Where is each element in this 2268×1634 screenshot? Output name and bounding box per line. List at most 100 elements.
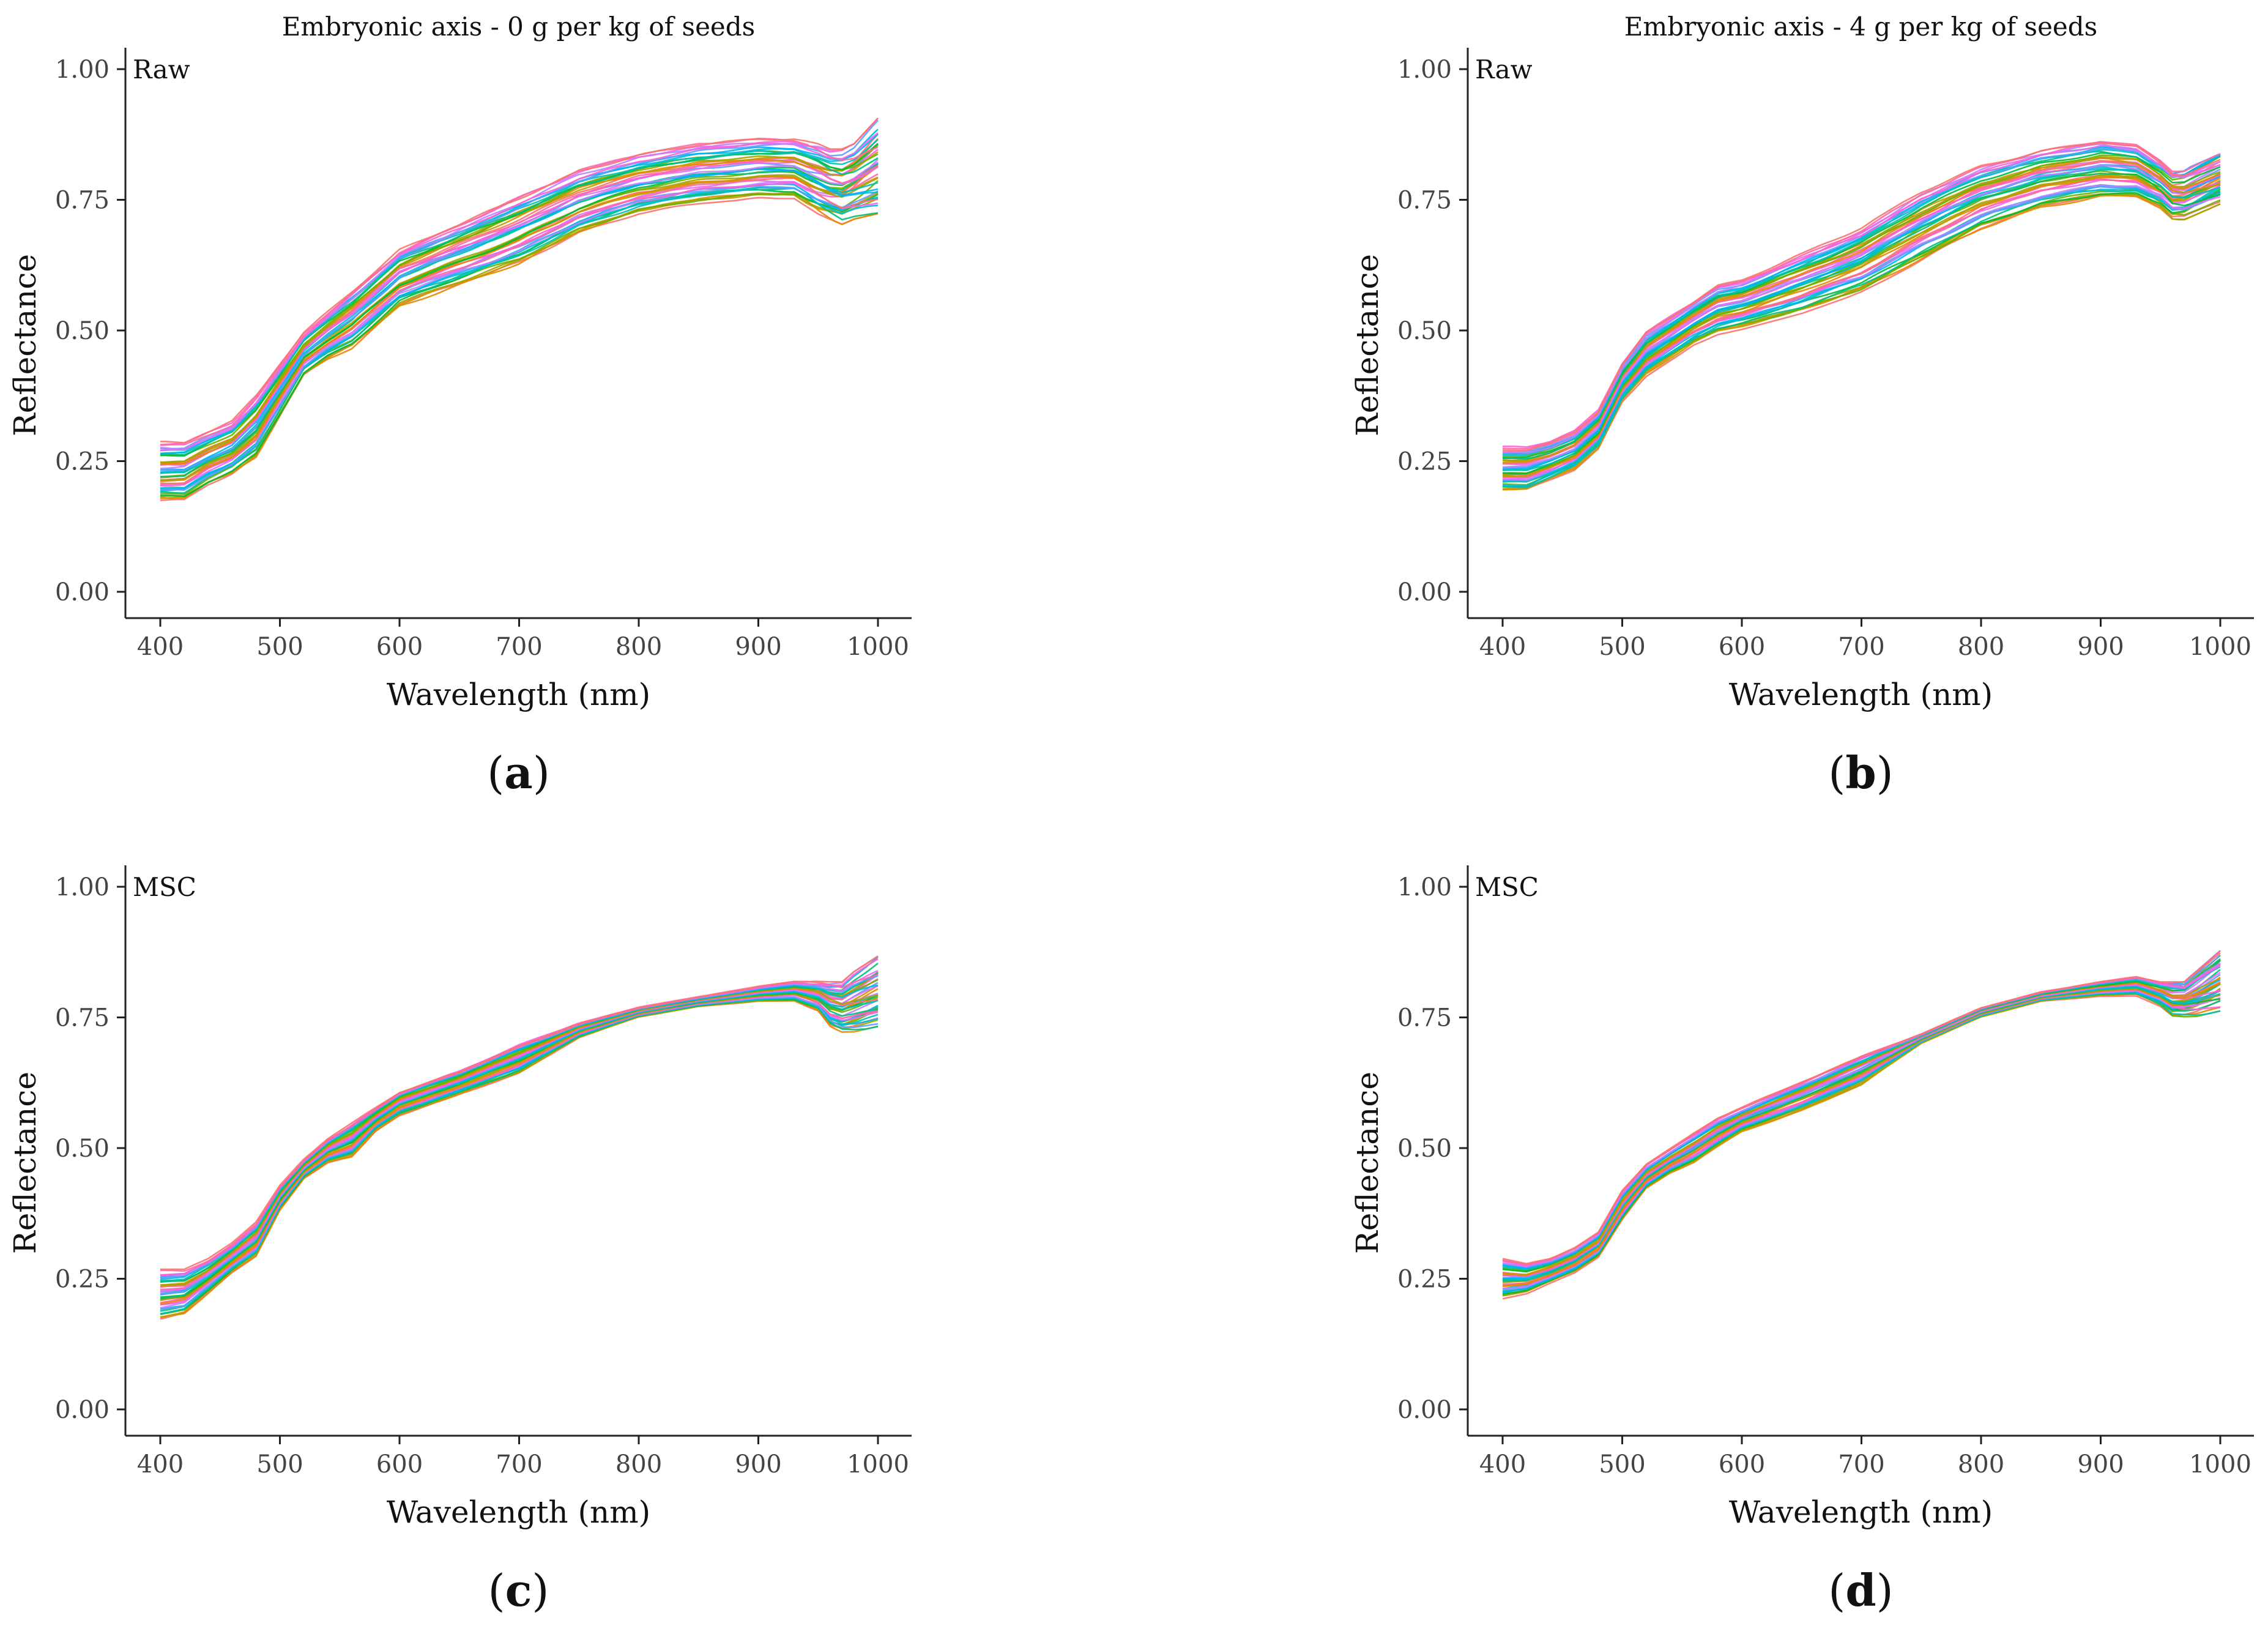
spectrum-line bbox=[1502, 982, 2221, 1291]
x-tick-label: 1000 bbox=[2189, 633, 2251, 661]
y-tick-label: 0.00 bbox=[55, 1396, 110, 1424]
panel-title: Embryonic axis - 0 g per kg of seeds bbox=[282, 12, 755, 42]
spectrum-line bbox=[160, 988, 879, 1288]
spectrum-line bbox=[1502, 988, 2221, 1286]
panel-c: 0.00 0.25 0.50 0.75 1.00 400 500 600 700 800 900 10… bbox=[7, 865, 912, 1616]
spectrum-line bbox=[160, 993, 879, 1304]
x-tick-label: 400 bbox=[1479, 1450, 1526, 1479]
y-tick-label: 0.25 bbox=[1397, 1266, 1452, 1294]
panel-caption: (c) bbox=[488, 1564, 549, 1616]
y-tick-label: 1.00 bbox=[55, 873, 110, 901]
x-axis-label: Wavelength (nm) bbox=[387, 1494, 650, 1530]
preprocessing-tag: MSC bbox=[1475, 872, 1539, 902]
spectrum-line bbox=[160, 993, 879, 1306]
x-tick-label: 500 bbox=[1599, 1450, 1645, 1479]
spectrum-line bbox=[160, 991, 879, 1298]
spectrum-line bbox=[1502, 987, 2221, 1295]
x-tick-label: 500 bbox=[1599, 633, 1645, 661]
y-tick-label: 0.50 bbox=[1397, 317, 1452, 345]
y-tick-label: 1.00 bbox=[1397, 56, 1452, 84]
spectrum-line bbox=[1502, 176, 2221, 477]
y-tick-label: 0.25 bbox=[55, 1266, 110, 1294]
spectrum-line bbox=[160, 993, 879, 1300]
x-tick-label: 1000 bbox=[847, 1450, 909, 1479]
spectrum-line bbox=[160, 988, 879, 1305]
y-axis-label: Reflectance bbox=[7, 1072, 43, 1254]
spectrum-line bbox=[160, 991, 879, 1299]
spectrum-line bbox=[160, 979, 879, 1282]
spectrum-line bbox=[160, 185, 879, 491]
y-axis-label: Reflectance bbox=[1350, 254, 1385, 436]
x-tick-label: 700 bbox=[496, 1450, 542, 1479]
spectrum-line bbox=[160, 990, 879, 1295]
y-tick-label: 0.75 bbox=[1397, 187, 1452, 215]
spectrum-line bbox=[1502, 179, 2221, 480]
panel-title: Embryonic axis - 4 g per kg of seeds bbox=[1624, 12, 2097, 42]
spectrum-line bbox=[160, 971, 879, 1286]
spectrum-line bbox=[160, 974, 879, 1291]
spectrum-line bbox=[160, 168, 879, 471]
x-tick-label: 800 bbox=[615, 1450, 662, 1479]
x-tick-label: 900 bbox=[735, 1450, 781, 1479]
x-tick-label: 900 bbox=[735, 633, 781, 661]
spectrum-line bbox=[160, 152, 879, 456]
x-axis-label: Wavelength (nm) bbox=[1729, 1494, 1993, 1530]
y-tick-label: 0.75 bbox=[55, 187, 110, 215]
x-axis-label: Wavelength (nm) bbox=[387, 677, 650, 712]
spectrum-line bbox=[1502, 184, 2221, 482]
y-tick-label: 0.50 bbox=[55, 317, 110, 345]
x-tick-label: 800 bbox=[615, 633, 662, 661]
spectrum-line bbox=[160, 186, 879, 492]
spectra-group bbox=[1502, 141, 2221, 491]
x-tick-label: 900 bbox=[2077, 1450, 2124, 1479]
spectrum-line bbox=[160, 982, 879, 1295]
spectrum-line bbox=[1502, 992, 2221, 1294]
y-axis-label: Reflectance bbox=[1350, 1072, 1385, 1254]
y-axis-label: Reflectance bbox=[7, 254, 43, 436]
spectrum-line bbox=[160, 991, 879, 1296]
x-tick-label: 400 bbox=[137, 633, 184, 661]
x-tick-label: 800 bbox=[1958, 633, 2004, 661]
x-tick-label: 700 bbox=[1838, 1450, 1884, 1479]
spectrum-line bbox=[1502, 173, 2221, 476]
y-tick-label: 0.25 bbox=[1397, 448, 1452, 476]
spectrum-line bbox=[1502, 993, 2221, 1296]
caption-close-paren: ) bbox=[533, 747, 550, 799]
preprocessing-tag: MSC bbox=[133, 872, 196, 902]
y-tick-label: 0.25 bbox=[55, 448, 110, 476]
x-tick-label: 700 bbox=[1838, 633, 1884, 661]
caption-open-paren: ( bbox=[487, 747, 504, 799]
spectrum-line bbox=[160, 955, 879, 1270]
spectrum-line bbox=[160, 993, 879, 1301]
spectrum-line bbox=[1502, 991, 2221, 1293]
spectrum-line bbox=[1502, 983, 2221, 1289]
x-tick-label: 400 bbox=[137, 1450, 184, 1479]
spectrum-line bbox=[160, 144, 879, 463]
x-tick-label: 600 bbox=[1719, 633, 1765, 661]
preprocessing-tag: Raw bbox=[1475, 54, 1533, 84]
panel-a: Embryonic axis - 0 g per kg of seeds 0.00… bbox=[7, 12, 912, 799]
spectrum-line bbox=[160, 996, 879, 1310]
spectrum-line bbox=[160, 972, 879, 1283]
spectrum-line bbox=[1502, 952, 2221, 1265]
x-tick-label: 900 bbox=[2077, 633, 2124, 661]
y-tick-label: 1.00 bbox=[55, 56, 110, 84]
caption-letter: c bbox=[505, 1564, 532, 1616]
panel-d: 0.00 0.25 0.50 0.75 1.00 400 500 600 700 800 900 10… bbox=[1350, 865, 2254, 1616]
spectrum-line bbox=[1502, 174, 2221, 476]
spectrum-line bbox=[160, 971, 879, 1293]
panel-caption: (a) bbox=[487, 747, 550, 799]
spectrum-line bbox=[1502, 988, 2221, 1285]
spectrum-line bbox=[160, 996, 879, 1309]
panel-b: Embryonic axis - 4 g per kg of seeds 0.00… bbox=[1350, 12, 2254, 799]
y-tick-label: 0.00 bbox=[1397, 1396, 1452, 1424]
y-tick-label: 0.75 bbox=[55, 1004, 110, 1032]
caption-open-paren: ( bbox=[488, 1565, 505, 1616]
panel-caption: (b) bbox=[1828, 747, 1894, 799]
caption-letter: d bbox=[1845, 1564, 1876, 1616]
caption-letter: a bbox=[504, 747, 533, 799]
spectrum-line bbox=[1502, 993, 2221, 1297]
x-axis-label: Wavelength (nm) bbox=[1729, 677, 1993, 712]
spectrum-line bbox=[160, 985, 879, 1301]
spectrum-line bbox=[1502, 173, 2221, 475]
